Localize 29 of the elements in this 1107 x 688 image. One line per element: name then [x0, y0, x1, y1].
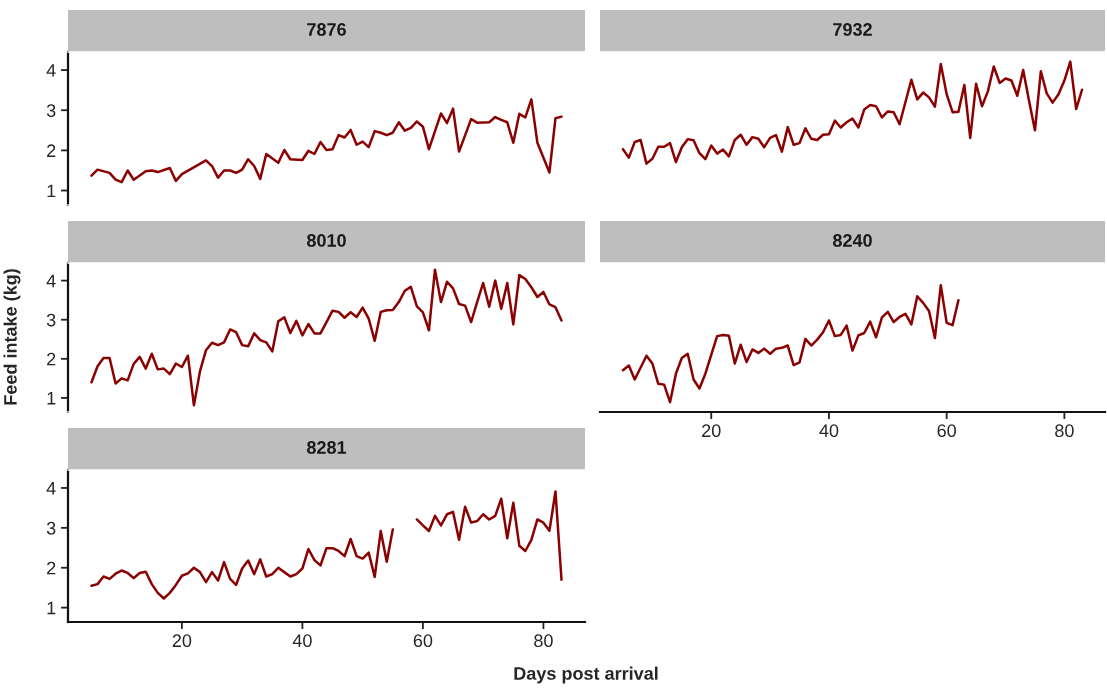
y-tick-label: 1	[47, 184, 56, 198]
x-axis-title: Days post arrival	[514, 666, 658, 684]
y-tick-label: 4	[46, 482, 56, 495]
chart-title: 7932	[833, 23, 872, 36]
x-tick-label: 40	[292, 634, 312, 648]
chart-title: 7876	[307, 23, 346, 36]
x-tick-label: 60	[937, 424, 957, 438]
x-tick-label: 80	[534, 634, 553, 648]
y-tick-label: 1	[47, 392, 56, 405]
line-series	[90, 268, 563, 407]
x-tick-label: 80	[1055, 424, 1074, 438]
y-tick-label: 4	[46, 64, 56, 77]
y-tick-label: 1	[47, 601, 56, 615]
y-tick-label: 2	[47, 352, 56, 366]
x-tick-label: 40	[819, 424, 839, 438]
y-tick-label: 2	[47, 561, 56, 575]
chart-title: 8010	[306, 234, 346, 247]
x-tick-label: 60	[413, 634, 433, 648]
chart-title: 8240	[832, 234, 872, 247]
y-tick-label: 2	[47, 144, 56, 157]
y-tick-label: 3	[46, 521, 56, 535]
y-tick-label: 3	[46, 313, 56, 327]
y-axis-title: Feed intake (kg)	[3, 269, 21, 405]
y-tick-label: 3	[46, 104, 56, 117]
x-tick-label: 20	[172, 634, 192, 648]
y-tick-label: 4	[46, 274, 56, 288]
x-tick-label: 20	[702, 424, 721, 438]
line-series	[90, 98, 563, 184]
chart-title: 8281	[306, 441, 347, 454]
